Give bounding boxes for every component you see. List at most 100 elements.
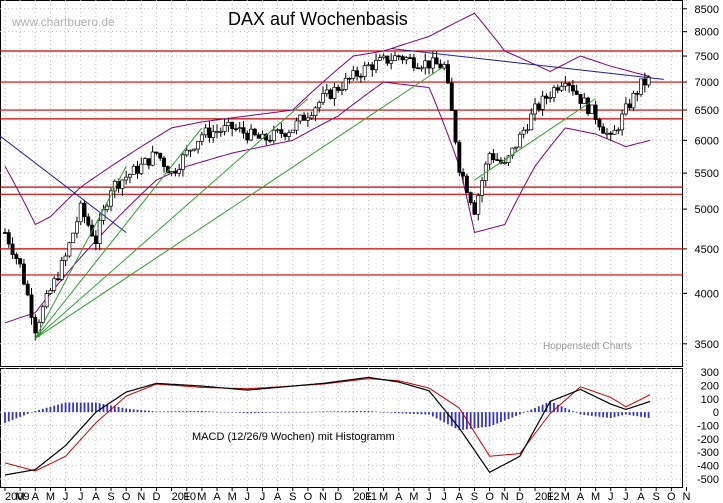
candle-body (578, 94, 583, 104)
x-tick-label: J (608, 491, 614, 503)
x-tick-label: S (471, 491, 478, 503)
macd-ytick-label: -500 (697, 474, 719, 486)
candle-body (112, 180, 117, 192)
x-tick-label: J (245, 491, 251, 503)
candle-body (616, 129, 621, 132)
price-ytick-label: 5000 (695, 204, 719, 216)
x-tick-label: M (16, 491, 25, 503)
price-ytick-label: 5500 (695, 168, 719, 180)
candle-body (627, 103, 632, 109)
macd-histogram-bar (45, 407, 48, 413)
macd-histogram-bar (549, 401, 552, 413)
macd-histogram-bar (367, 410, 370, 413)
macd-histogram-bar (401, 412, 404, 414)
candle-body (249, 128, 254, 141)
blue-trend-line (0, 135, 127, 233)
candle-body (593, 104, 598, 120)
candle-body (14, 254, 19, 259)
macd-histogram-bar (534, 407, 536, 413)
candle-body (639, 78, 644, 95)
macd-line (4, 376, 651, 476)
macd-histogram-bar (496, 412, 499, 424)
macd-histogram-bar (500, 412, 502, 423)
macd-histogram-bar (246, 412, 249, 414)
candle-body (237, 127, 242, 130)
candle-body (589, 104, 594, 114)
macd-histogram-bar (492, 412, 495, 426)
x-tick-label: O (485, 491, 494, 503)
x-tick-label: S (107, 491, 114, 503)
candle-body (302, 114, 307, 121)
candle-body (521, 129, 526, 135)
x-tick-label: M (197, 491, 206, 503)
macd-ytick-label: -200 (697, 434, 719, 446)
candle-body (393, 55, 397, 61)
candle-body (188, 149, 193, 152)
macd-histogram-bar (242, 412, 245, 414)
candle-body (472, 202, 477, 215)
candle-body (192, 148, 197, 151)
candle-body (362, 65, 367, 77)
macd-histogram-bar (91, 402, 93, 413)
candle-body (120, 179, 125, 189)
candle-body (389, 60, 394, 64)
price-ytick-label: 8000 (695, 27, 719, 39)
x-tick-label: O (122, 491, 131, 503)
x-tick-label: D (334, 491, 342, 503)
x-tick-label: 2010 (172, 491, 196, 503)
macd-histogram-bar (11, 412, 14, 420)
macd-histogram-bar (477, 412, 480, 428)
macd-histogram-bar (583, 412, 586, 415)
macd-histogram-bar (129, 408, 131, 413)
candle-body (78, 202, 83, 223)
x-tick-label: J (441, 491, 447, 503)
macd-histogram-bar (488, 412, 491, 427)
candle-body (620, 113, 625, 131)
macd-histogram-bar (314, 411, 317, 413)
candle-body (127, 174, 132, 178)
macd-histogram-bar (212, 411, 215, 413)
candle-body (143, 158, 148, 165)
candle-body (529, 113, 534, 131)
candle-body (271, 129, 276, 142)
price-frame (0, 0, 683, 367)
candle-body (381, 55, 386, 58)
macd-histogram-bar (484, 412, 487, 428)
macd-histogram-bar (132, 409, 135, 413)
macd-histogram-bar (647, 412, 650, 418)
candle-body (184, 149, 189, 156)
price-ytick-label: 7500 (695, 51, 719, 63)
macd-histogram-bar (371, 411, 374, 413)
candle-body (56, 278, 60, 281)
x-tick-label: A (32, 491, 40, 503)
candle-body (525, 129, 530, 132)
macd-histogram-bar (587, 412, 589, 416)
macd-histogram-bar (288, 412, 290, 413)
candle-body (343, 77, 348, 90)
macd-histogram-bar (72, 402, 75, 413)
macd-histogram-bar (231, 412, 234, 413)
macd-histogram-bar (53, 405, 56, 413)
macd-histogram-bar (469, 412, 472, 429)
price-ytick-label: 6000 (695, 135, 719, 147)
candle-body (586, 97, 590, 114)
x-tick-label: F (183, 491, 190, 503)
candle-body (506, 155, 511, 164)
macd-histogram-bar (163, 411, 165, 413)
macd-histogram-bar (265, 412, 268, 413)
candle-body (6, 232, 11, 245)
candle-body (438, 63, 443, 69)
candle-body (154, 151, 159, 154)
candle-body (162, 157, 166, 167)
macd-histogram-bar (299, 411, 302, 413)
bollinger-lower-band (4, 81, 651, 324)
macd-histogram-bar (363, 410, 366, 413)
macd-ytick-label: 300 (701, 367, 719, 379)
macd-histogram-bar (617, 412, 620, 417)
candle-body (351, 70, 356, 79)
candle-body (544, 95, 549, 99)
candle-body (408, 57, 413, 59)
macd-histogram-bar (337, 411, 340, 413)
macd-histogram-bar (182, 411, 184, 413)
candle-body (548, 97, 553, 99)
